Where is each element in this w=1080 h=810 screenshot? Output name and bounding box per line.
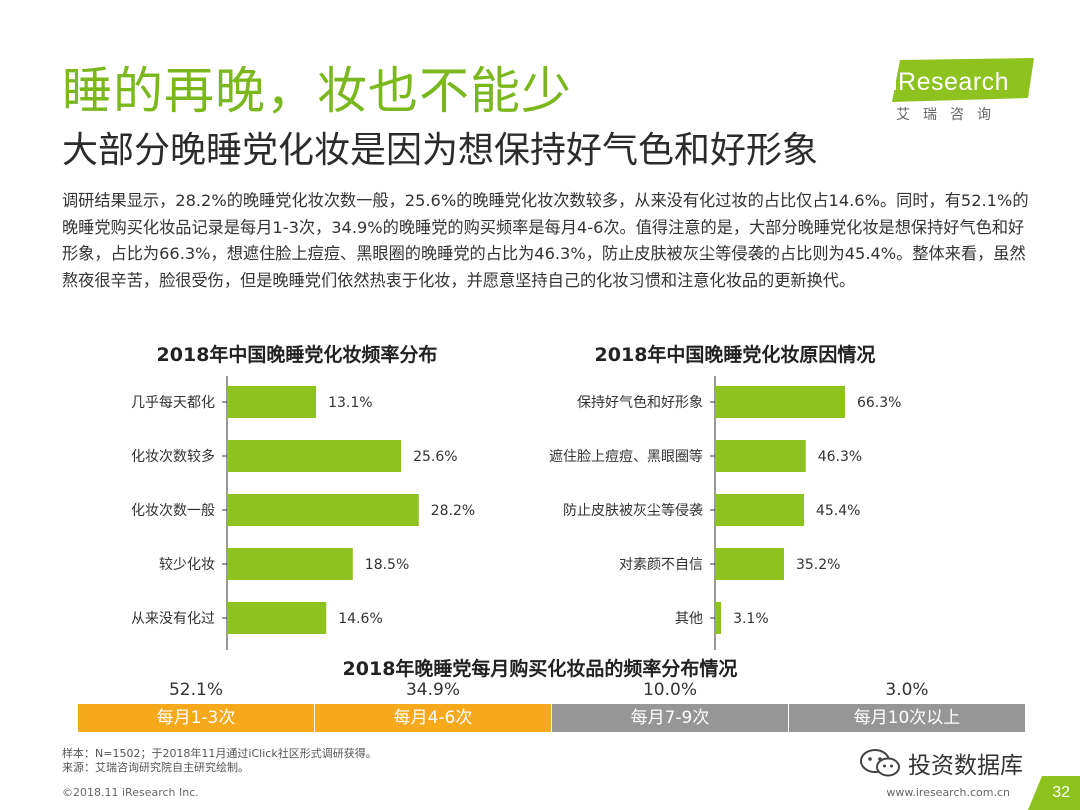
summary-paragraph: 调研结果显示，28.2%的晚睡党化妆次数一般，25.6%的晚睡党化妆次数较多，从… [62, 191, 1029, 290]
reason-category-label: 对素颜不自信 [619, 557, 703, 573]
purchase-segment-box: 每月1-3次 [78, 704, 314, 732]
iresearch-logo: iResearch 艾瑞咨询 [880, 58, 1040, 128]
logo-background [892, 58, 1034, 102]
logo-text: iResearch [892, 68, 1010, 96]
page-number: 32 [1052, 784, 1070, 801]
copyright: ©2018.11 iResearch Inc. [62, 786, 199, 799]
page-corner-shape [1028, 776, 1080, 810]
frequency-category-label: 化妆次数一般 [131, 503, 215, 519]
reason-chart-title: 2018年中国晚睡党化妆原因情况 [594, 344, 876, 366]
frequency-value-label: 18.5% [365, 557, 409, 573]
reason-category-label: 遮住脸上痘痘、黑眼圈等 [549, 448, 703, 465]
purchase-segment-percent: 52.1% [168, 680, 223, 700]
reason-value-label: 35.2% [796, 557, 840, 573]
sample-note: 样本：N=1502；于2018年11月通过iClick社区形式调研获得。 [62, 747, 377, 760]
page-subtitle: 大部分晚睡党化妆是因为想保持好气色和好形象 [62, 130, 819, 171]
reason-bar [715, 602, 722, 634]
purchase-segment-box: 每月7-9次 [552, 704, 788, 732]
reason-value-label: 46.3% [818, 449, 862, 465]
watermark-text: 投资数据库 [908, 753, 1023, 779]
frequency-value-label: 14.6% [338, 611, 382, 627]
page-title: 睡的再晚，妆也不能少 [62, 62, 572, 120]
reason-bar [715, 440, 806, 472]
reason-value-label: 66.3% [857, 395, 901, 411]
frequency-category-label: 较少化妆 [159, 557, 215, 573]
purchase-segment-box: 每月10次以上 [789, 704, 1025, 732]
frequency-value-label: 13.1% [328, 395, 372, 411]
frequency-category-label: 几乎每天都化 [131, 395, 215, 411]
frequency-value-label: 28.2% [431, 503, 475, 519]
frequency-bar [227, 494, 419, 526]
reason-category-label: 防止皮肤被灰尘等侵袭 [563, 502, 703, 519]
reason-category-label: 其他 [675, 611, 703, 627]
purchase-segment-percent: 3.0% [885, 680, 929, 700]
reason-value-label: 45.4% [816, 503, 860, 519]
logo-cn-text: 艾瑞咨询 [896, 107, 1004, 123]
frequency-category-label: 化妆次数较多 [131, 448, 215, 465]
reason-bar-chart: 保持好气色和好形象 66.3% 遮住脸上痘痘、黑眼圈等 46.3% 防止皮肤被灰尘等侵袭… [549, 376, 901, 650]
source-note: 来源：艾瑞咨询研究院自主研究绘制。 [62, 761, 249, 774]
frequency-bar [227, 602, 327, 634]
purchase-segment-percent: 10.0% [642, 680, 697, 700]
reason-bar [715, 386, 845, 418]
purchase-frequency-title: 2018年晚睡党每月购买化妆品的频率分布情况 [342, 658, 738, 680]
frequency-value-label: 25.6% [413, 449, 457, 465]
frequency-bar-chart: 几乎每天都化 13.1% 化妆次数较多 25.6% 化妆次数一般 28.2% 较少化妆 18.… [131, 376, 475, 650]
wechat-icon [860, 749, 900, 777]
frequency-bar [227, 386, 317, 418]
website-link[interactable]: www.iresearch.com.cn [886, 786, 1010, 799]
watermark: 投资数据库 [858, 746, 1023, 780]
frequency-bar [227, 440, 402, 472]
purchase-segment-box: 每月4-6次 [315, 704, 551, 732]
reason-bar [715, 548, 784, 580]
frequency-chart-title: 2018年中国晚睡党化妆频率分布 [156, 344, 438, 366]
reason-category-label: 保持好气色和好形象 [577, 394, 703, 411]
frequency-category-label: 从来没有化过 [131, 611, 215, 627]
reason-value-label: 3.1% [733, 611, 769, 627]
reason-bar [715, 494, 804, 526]
purchase-segment-percent: 34.9% [405, 680, 460, 700]
frequency-bar [227, 548, 353, 580]
